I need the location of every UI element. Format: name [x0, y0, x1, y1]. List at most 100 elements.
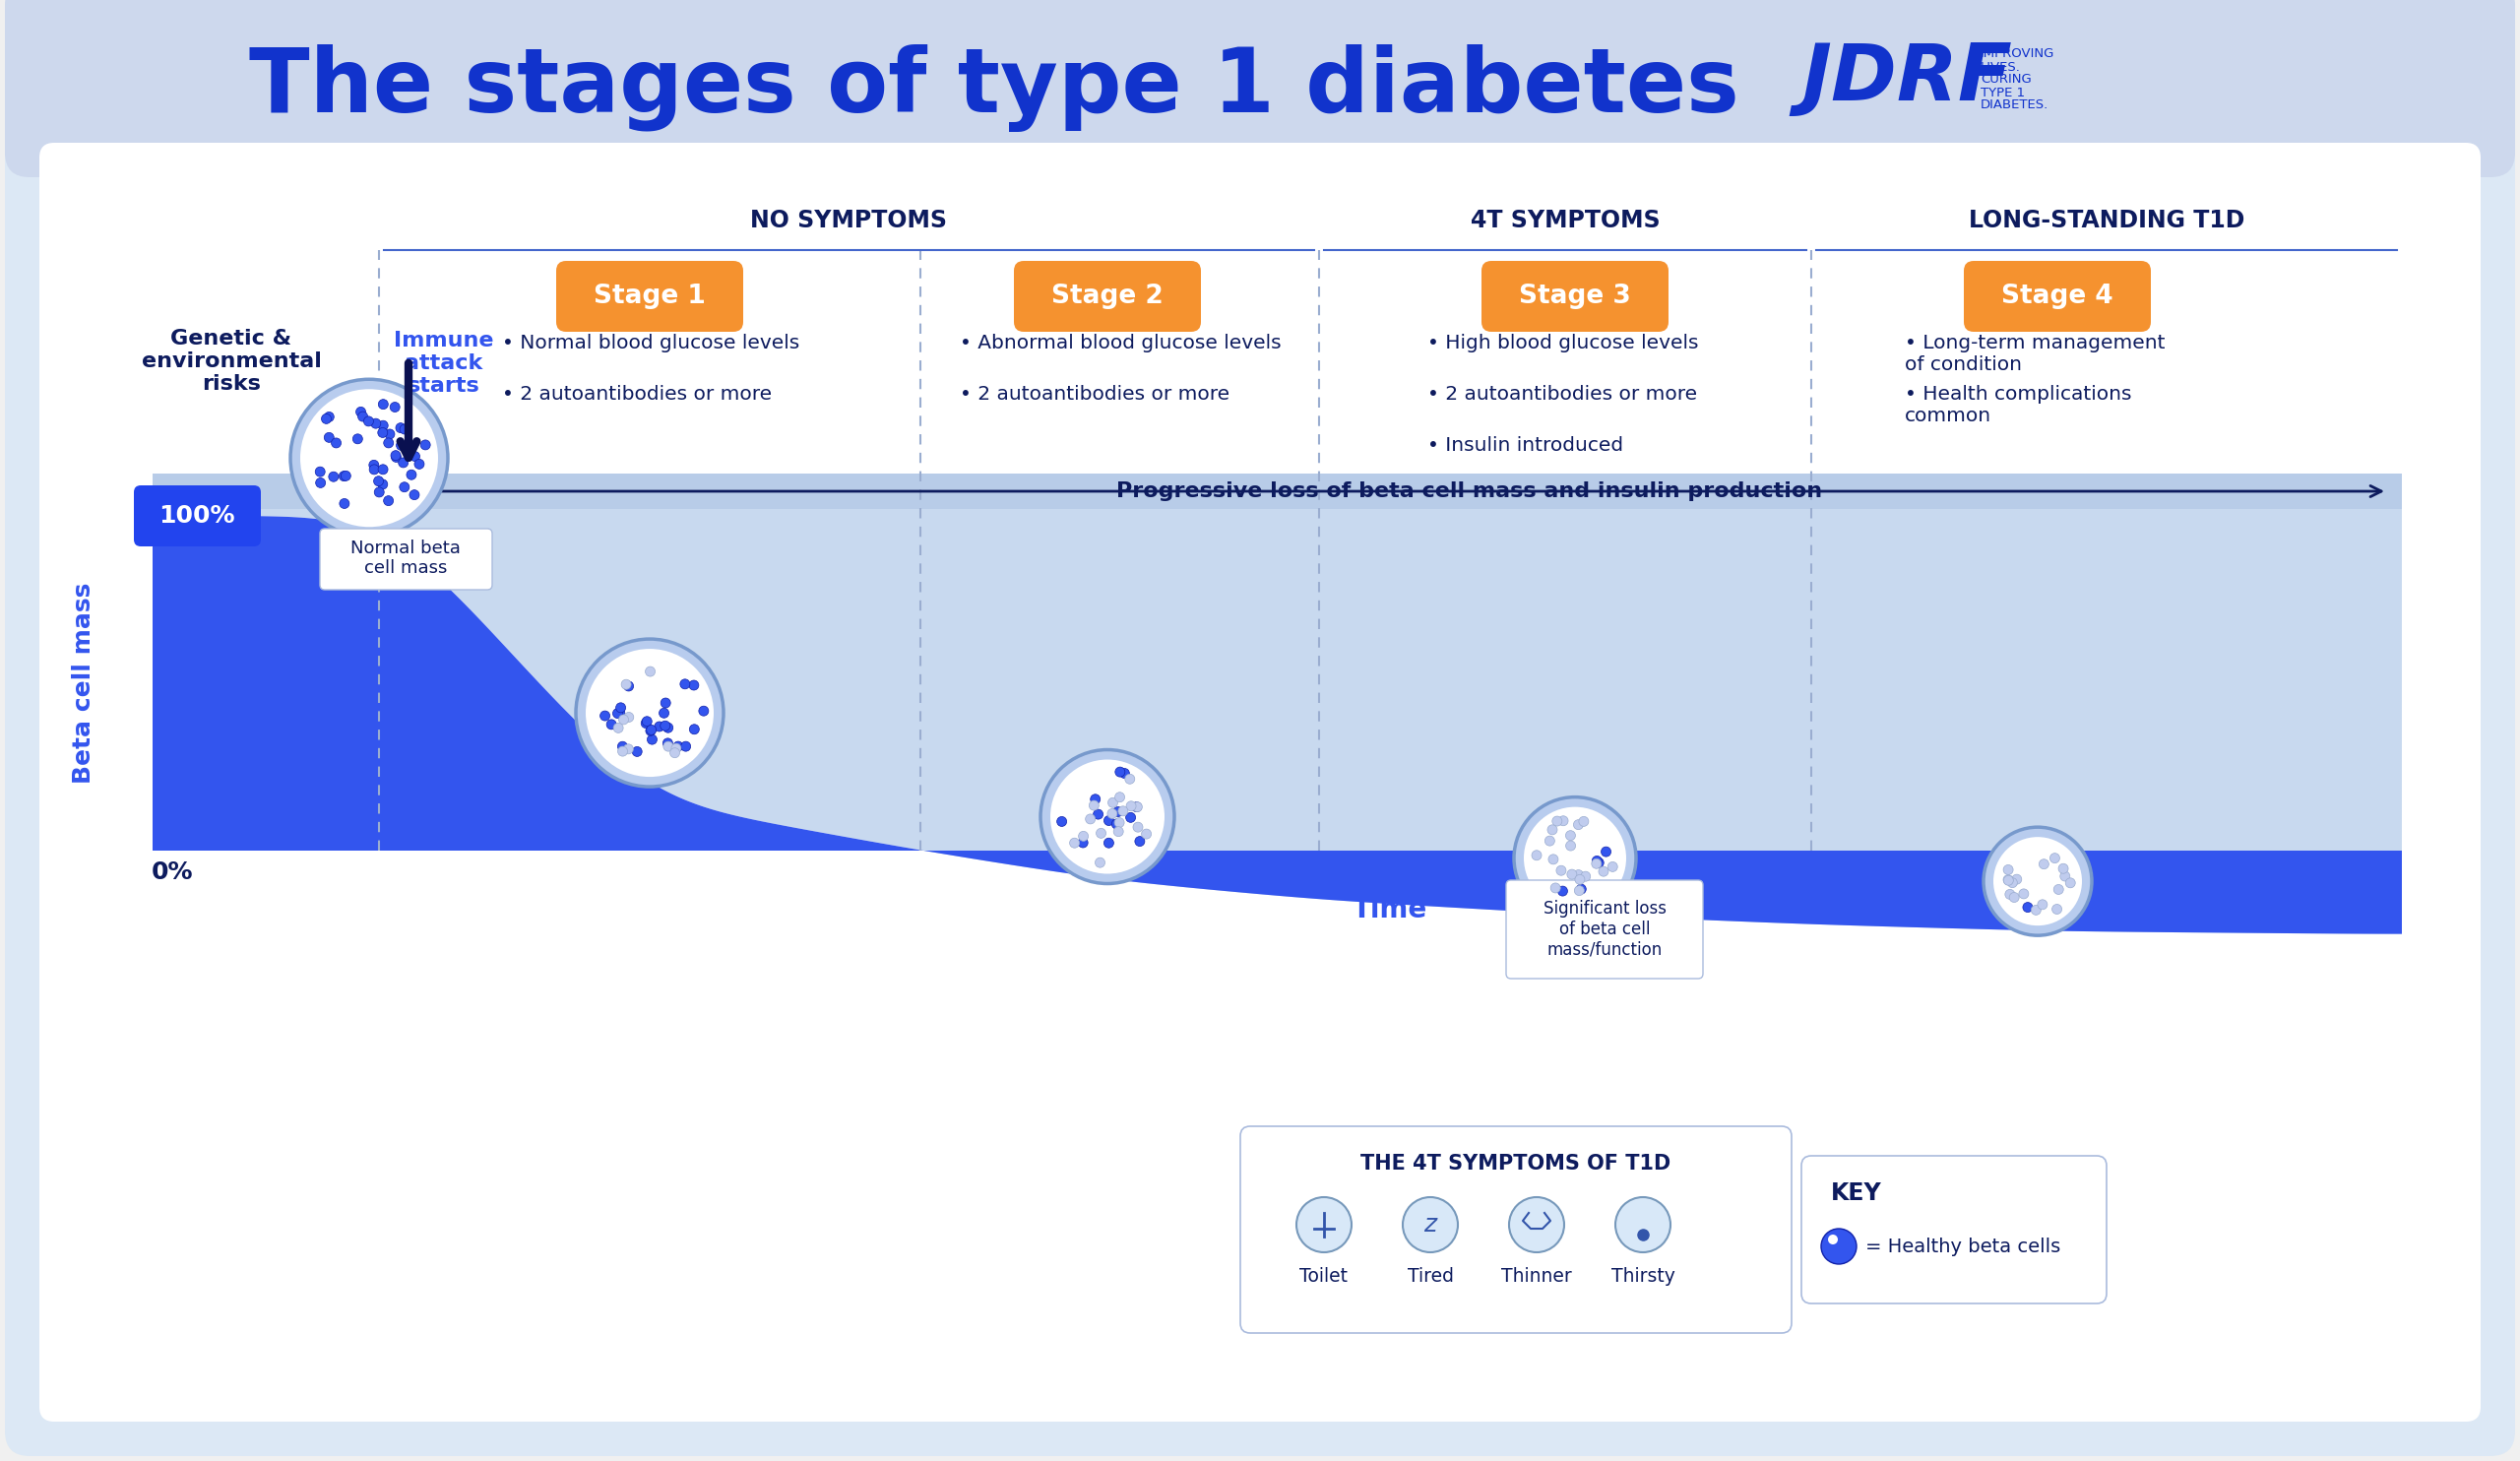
Circle shape: [648, 725, 655, 735]
Circle shape: [698, 706, 708, 716]
Circle shape: [2008, 878, 2019, 888]
Text: Thinner: Thinner: [1502, 1267, 1572, 1286]
Circle shape: [1550, 882, 1560, 893]
Text: • Insulin introduced: • Insulin introduced: [1426, 437, 1623, 454]
FancyBboxPatch shape: [1963, 262, 2152, 332]
Circle shape: [290, 380, 449, 536]
Circle shape: [1532, 850, 1542, 861]
Text: Normal beta
cell mass: Normal beta cell mass: [350, 539, 461, 577]
Circle shape: [315, 468, 325, 476]
Text: LIVES.: LIVES.: [1981, 60, 2021, 73]
Circle shape: [1126, 812, 1137, 823]
Circle shape: [1545, 836, 1555, 846]
Circle shape: [1109, 798, 1119, 808]
FancyBboxPatch shape: [320, 529, 491, 590]
Text: Toilet: Toilet: [1300, 1267, 1348, 1286]
FancyBboxPatch shape: [40, 143, 2480, 1422]
Circle shape: [688, 681, 698, 690]
FancyBboxPatch shape: [1482, 262, 1668, 332]
Text: Beta cell mass: Beta cell mass: [73, 583, 96, 785]
Circle shape: [1565, 831, 1575, 840]
Text: LONG-STANDING T1D: LONG-STANDING T1D: [1968, 209, 2245, 232]
Text: Progressive loss of beta cell mass and insulin production: Progressive loss of beta cell mass and i…: [1116, 482, 1822, 501]
Circle shape: [368, 460, 378, 470]
Text: Tired: Tired: [1406, 1267, 1454, 1286]
Text: • 2 autoantibodies or more: • 2 autoantibodies or more: [960, 384, 1230, 403]
Circle shape: [1041, 749, 1174, 884]
Circle shape: [378, 421, 388, 431]
Circle shape: [2054, 884, 2064, 894]
Circle shape: [383, 495, 393, 506]
Text: z: z: [1424, 1213, 1436, 1236]
Circle shape: [1295, 1197, 1351, 1252]
Circle shape: [1111, 820, 1121, 828]
Circle shape: [660, 720, 670, 730]
Circle shape: [1547, 855, 1557, 865]
Circle shape: [600, 712, 610, 720]
Circle shape: [1615, 1197, 1671, 1252]
Text: • 2 autoantibodies or more: • 2 autoantibodies or more: [501, 384, 771, 403]
Circle shape: [1068, 839, 1079, 847]
Text: Thirsty: Thirsty: [1610, 1267, 1676, 1286]
Text: TYPE 1: TYPE 1: [1981, 86, 2026, 99]
Circle shape: [413, 459, 423, 469]
Text: Stage 4: Stage 4: [2001, 283, 2114, 310]
Circle shape: [378, 428, 388, 437]
Circle shape: [1580, 871, 1590, 881]
Circle shape: [2059, 863, 2069, 874]
Circle shape: [1565, 842, 1575, 850]
Circle shape: [383, 438, 393, 449]
Circle shape: [1567, 869, 1578, 880]
Circle shape: [1580, 817, 1588, 827]
Circle shape: [1509, 1197, 1565, 1252]
Circle shape: [1983, 827, 2092, 935]
Circle shape: [673, 741, 683, 751]
Circle shape: [617, 742, 627, 751]
Circle shape: [1575, 875, 1585, 884]
Text: KEY: KEY: [1832, 1182, 1882, 1205]
Circle shape: [1079, 831, 1089, 842]
Text: • Normal blood glucose levels: • Normal blood glucose levels: [501, 333, 799, 352]
Circle shape: [406, 470, 416, 479]
Circle shape: [2059, 871, 2069, 881]
Circle shape: [655, 722, 665, 732]
Circle shape: [2051, 904, 2061, 915]
Circle shape: [391, 402, 401, 412]
Circle shape: [643, 716, 653, 726]
Circle shape: [408, 489, 418, 500]
Circle shape: [328, 472, 338, 482]
Circle shape: [1134, 836, 1144, 846]
Text: DIABETES.: DIABETES.: [1981, 99, 2049, 111]
Circle shape: [363, 416, 373, 427]
Circle shape: [640, 719, 650, 728]
Circle shape: [660, 709, 668, 717]
Circle shape: [370, 465, 378, 475]
Circle shape: [325, 412, 335, 422]
Circle shape: [663, 738, 673, 748]
Circle shape: [1094, 809, 1104, 820]
Circle shape: [396, 422, 406, 432]
Circle shape: [620, 714, 627, 725]
Text: Immune
attack
starts: Immune attack starts: [393, 330, 494, 396]
FancyBboxPatch shape: [1240, 1126, 1792, 1332]
Circle shape: [401, 424, 411, 434]
FancyBboxPatch shape: [5, 4, 2515, 1457]
Text: = Healthy beta cells: = Healthy beta cells: [1865, 1237, 2061, 1256]
Circle shape: [1114, 818, 1124, 827]
Circle shape: [690, 725, 698, 735]
Circle shape: [1134, 823, 1144, 833]
Circle shape: [2003, 865, 2013, 875]
Circle shape: [323, 413, 330, 424]
Circle shape: [1116, 767, 1124, 777]
Circle shape: [358, 412, 368, 421]
FancyBboxPatch shape: [1802, 1156, 2107, 1303]
Circle shape: [1608, 862, 1618, 872]
FancyBboxPatch shape: [134, 485, 262, 546]
Circle shape: [421, 440, 431, 450]
Polygon shape: [154, 473, 2402, 934]
Text: 0%: 0%: [151, 861, 194, 884]
Circle shape: [2024, 903, 2034, 912]
Circle shape: [1051, 760, 1164, 874]
Text: Stage 3: Stage 3: [1520, 283, 1630, 310]
Text: • High blood glucose levels: • High blood glucose levels: [1426, 333, 1698, 352]
